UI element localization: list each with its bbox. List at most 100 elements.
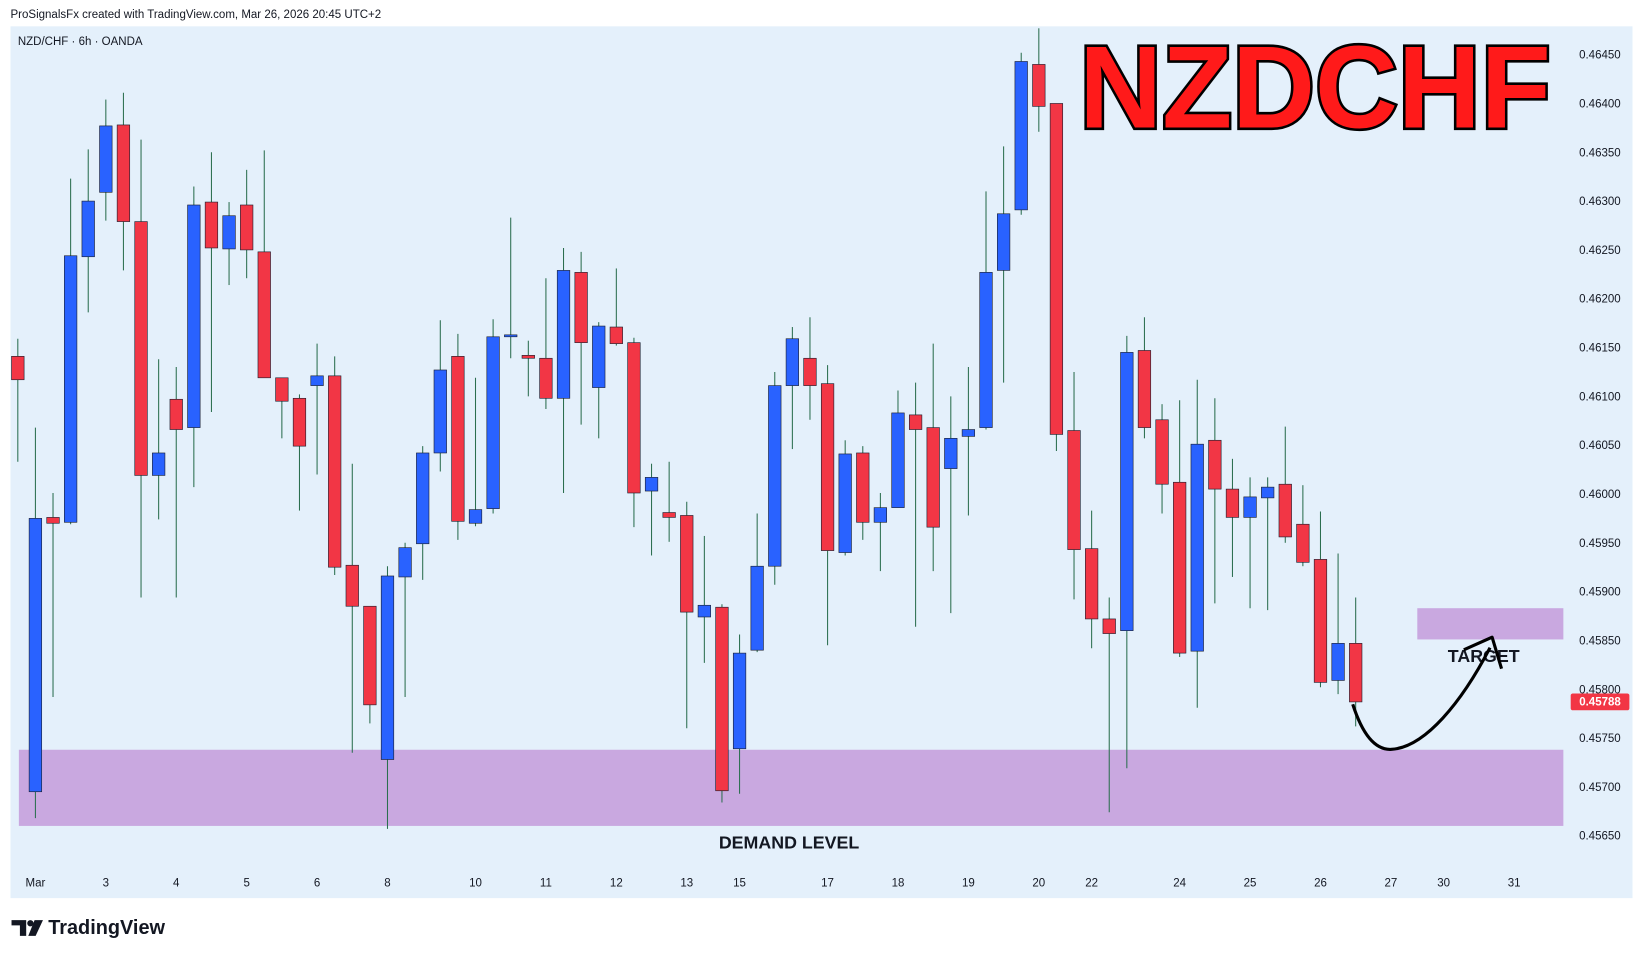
candle-body — [1243, 496, 1257, 518]
candle-body — [1102, 618, 1116, 634]
candle-body — [1190, 443, 1204, 652]
x-tick-label: 4 — [173, 878, 180, 890]
logo-slash — [28, 920, 43, 936]
logo-dot — [27, 920, 34, 927]
candle-body — [1120, 352, 1134, 631]
plot: DEMAND LEVEL TARGET Mar 3 4 5 6 8 10 11 12 13 15 17 18… — [11, 28, 1630, 890]
candle-body — [1173, 481, 1187, 654]
candle-body — [768, 385, 782, 567]
candle-body — [1261, 486, 1275, 499]
candle-body — [873, 507, 887, 523]
candle-body — [380, 575, 395, 760]
candle-body — [785, 338, 799, 386]
y-tick-label: 0.46450 — [1579, 50, 1621, 62]
candle-body — [997, 213, 1011, 271]
candle-body — [240, 204, 254, 251]
zone-label: TARGET — [1448, 646, 1520, 666]
candle-body — [134, 221, 148, 476]
brand-name: TradingView — [48, 917, 165, 939]
y-tick-label: 0.45700 — [1579, 782, 1621, 794]
candle-body — [521, 355, 535, 359]
projection-arrow — [1351, 646, 1492, 751]
y-tick-label: 0.46350 — [1579, 147, 1621, 159]
candle-body — [1208, 439, 1222, 490]
candle-body — [1155, 419, 1169, 485]
candle-body — [750, 565, 764, 651]
chart-title: NZDCHF — [1079, 22, 1551, 153]
candle-body — [1313, 559, 1328, 683]
x-tick-label: 24 — [1173, 878, 1186, 890]
y-tick-label: 0.45850 — [1579, 635, 1621, 647]
candle-body — [486, 336, 500, 509]
candle-body — [1137, 350, 1152, 428]
x-tick-label: 19 — [962, 878, 975, 890]
candle-body — [644, 477, 659, 492]
y-tick-label: 0.46400 — [1579, 98, 1621, 110]
x-tick-label: 3 — [103, 878, 109, 890]
candle-body — [187, 204, 201, 428]
candle-body — [715, 606, 729, 792]
candle-body — [152, 452, 166, 476]
candle-body — [574, 272, 588, 343]
y-tick-label: 0.45950 — [1579, 538, 1621, 550]
y-tick-label: 0.46100 — [1579, 391, 1621, 403]
y-tick-label: 0.46000 — [1579, 489, 1621, 501]
x-tick-label: 18 — [892, 878, 905, 890]
logo-mark — [11, 920, 27, 936]
candle-body — [627, 342, 641, 494]
candle-body — [1014, 61, 1028, 211]
candle-body — [539, 357, 553, 399]
candle-body — [1331, 643, 1345, 681]
x-tick-label: 27 — [1384, 878, 1397, 890]
y-tick-label: 0.46250 — [1579, 245, 1621, 257]
x-tick-label: 13 — [680, 878, 693, 890]
candle-body — [169, 398, 183, 430]
candle-body — [803, 357, 817, 386]
attribution: ProSignalsFx created with TradingView.co… — [10, 9, 381, 21]
candle-body — [1067, 430, 1081, 550]
candle-body — [908, 414, 923, 430]
x-tick-label: 8 — [384, 878, 390, 890]
x-tick-label: 6 — [314, 878, 320, 890]
y-tick-label: 0.46300 — [1579, 196, 1621, 208]
x-tick-label: 17 — [821, 878, 834, 890]
candle-body — [592, 325, 606, 388]
candle-body — [28, 518, 43, 793]
x-tick-label: 22 — [1085, 878, 1098, 890]
candle-body — [1278, 483, 1292, 538]
candle-body — [504, 334, 518, 338]
candle-body — [838, 453, 852, 553]
last-price-label: 0.45788 — [1579, 696, 1621, 708]
candle-body — [856, 452, 870, 523]
candle-body — [468, 509, 483, 524]
candle-body — [363, 605, 377, 706]
candle-body — [222, 215, 236, 250]
candle-body — [328, 375, 342, 568]
candle-body — [662, 512, 676, 518]
candle-body — [1085, 548, 1099, 620]
candle-body — [11, 356, 25, 381]
y-tick-label: 0.45750 — [1579, 733, 1621, 745]
zone-label: DEMAND LEVEL — [719, 832, 860, 852]
candle-body — [891, 412, 905, 508]
candle-body — [609, 326, 623, 344]
brand-logo: TradingView — [11, 917, 166, 939]
candle-body — [1049, 103, 1064, 435]
x-tick-label: 26 — [1314, 878, 1327, 890]
candle-body — [1296, 523, 1310, 563]
x-tick-label: Mar — [25, 878, 45, 890]
x-tick-label: 30 — [1437, 878, 1450, 890]
x-tick-label: 20 — [1032, 878, 1045, 890]
y-tick-label: 0.46200 — [1579, 294, 1621, 306]
arrow-head — [1463, 635, 1504, 670]
candle-body — [345, 564, 359, 607]
candle-body — [257, 251, 271, 379]
x-tick-label: 12 — [610, 878, 623, 890]
y-tick-label: 0.45800 — [1579, 684, 1621, 696]
candle-body — [680, 515, 694, 613]
candle-body — [697, 604, 711, 618]
y-tick-label: 0.46150 — [1579, 343, 1621, 355]
candle-body — [64, 255, 78, 523]
candle-body — [116, 124, 131, 222]
